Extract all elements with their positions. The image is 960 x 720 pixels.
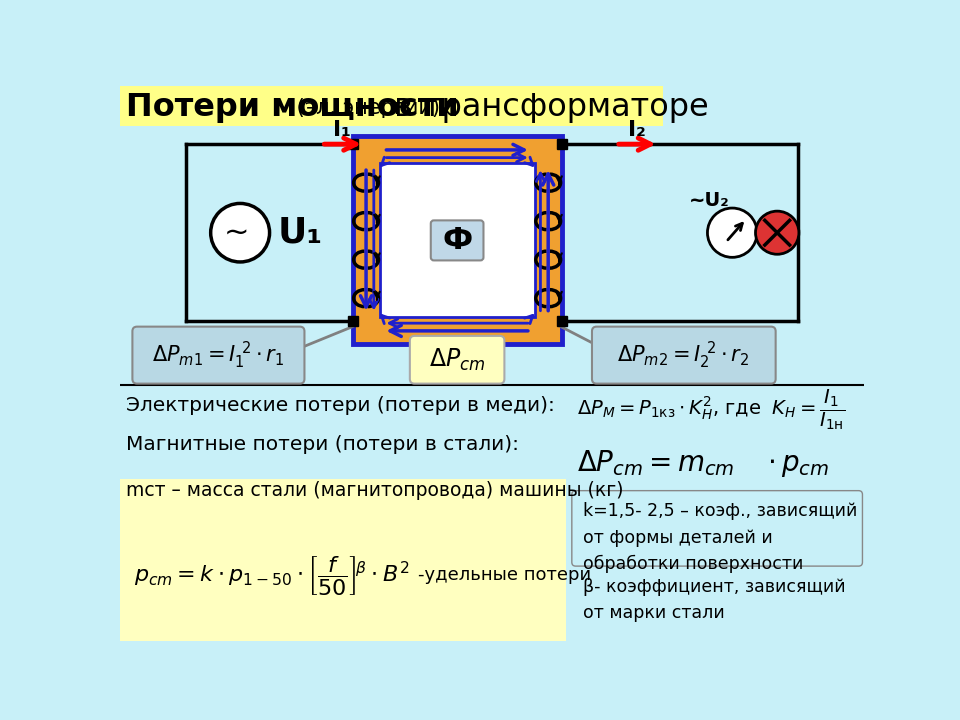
Text: Ф: Ф bbox=[442, 226, 472, 255]
Text: $\Delta P_{cm}$: $\Delta P_{cm}$ bbox=[429, 346, 486, 373]
Text: $\Delta P_{cm}=m_{cm}\quad\cdot p_{cm}$: $\Delta P_{cm}=m_{cm}\quad\cdot p_{cm}$ bbox=[577, 448, 829, 480]
FancyBboxPatch shape bbox=[565, 385, 864, 641]
Text: β- коэффициент, зависящий
от марки стали: β- коэффициент, зависящий от марки стали bbox=[584, 577, 846, 622]
FancyBboxPatch shape bbox=[120, 86, 662, 127]
Text: mст – масса стали (магнитопровода) машины (кг): mст – масса стали (магнитопровода) машин… bbox=[126, 481, 624, 500]
FancyBboxPatch shape bbox=[431, 220, 484, 261]
FancyBboxPatch shape bbox=[132, 327, 304, 384]
Text: $\Delta P_{m1}=I_1^{\ 2}\cdot r_1$: $\Delta P_{m1}=I_1^{\ 2}\cdot r_1$ bbox=[153, 341, 284, 372]
Text: k=1,5- 2,5 – коэф., зависящий
от формы деталей и
обработки поверхности: k=1,5- 2,5 – коэф., зависящий от формы д… bbox=[584, 502, 858, 573]
Circle shape bbox=[210, 204, 270, 262]
FancyBboxPatch shape bbox=[120, 385, 565, 454]
FancyBboxPatch shape bbox=[352, 137, 562, 344]
Text: $\Delta P_M=P_{1\text{кз}}\cdot K_H^2$, где $\;K_H=\dfrac{I_1}{I_{1\text{н}}}$: $\Delta P_M=P_{1\text{кз}}\cdot K_H^2$, … bbox=[577, 387, 846, 432]
Text: Магнитные потери (потери в стали):: Магнитные потери (потери в стали): bbox=[126, 435, 519, 454]
FancyBboxPatch shape bbox=[379, 163, 535, 318]
Text: Потери мощности: Потери мощности bbox=[126, 92, 459, 123]
FancyBboxPatch shape bbox=[120, 385, 565, 641]
Text: $p_{cm}=k\cdot p_{1-50}\cdot\left[\dfrac{f}{50}\right]^{\!\beta}\cdot B^2$: $p_{cm}=k\cdot p_{1-50}\cdot\left[\dfrac… bbox=[134, 554, 409, 597]
Text: -удельные потери: -удельные потери bbox=[419, 567, 591, 585]
FancyBboxPatch shape bbox=[410, 336, 504, 384]
Text: в трансформаторе: в трансформаторе bbox=[383, 92, 708, 123]
Text: (эл. энергии): (эл. энергии) bbox=[291, 98, 447, 118]
Text: Электрические потери (потери в меди):: Электрические потери (потери в меди): bbox=[126, 397, 555, 415]
Text: ~U₂: ~U₂ bbox=[688, 191, 730, 210]
FancyBboxPatch shape bbox=[120, 433, 565, 479]
Text: ~: ~ bbox=[224, 218, 249, 247]
Text: U₁: U₁ bbox=[277, 216, 323, 250]
Text: I₂: I₂ bbox=[628, 120, 646, 140]
Text: $\Delta P_{m2}=I_2^{\ 2}\cdot r_2$: $\Delta P_{m2}=I_2^{\ 2}\cdot r_2$ bbox=[617, 341, 750, 372]
Circle shape bbox=[708, 208, 757, 257]
FancyBboxPatch shape bbox=[592, 327, 776, 384]
FancyBboxPatch shape bbox=[120, 86, 864, 641]
Circle shape bbox=[756, 211, 799, 254]
Text: I₁: I₁ bbox=[333, 120, 351, 140]
FancyBboxPatch shape bbox=[572, 490, 862, 566]
